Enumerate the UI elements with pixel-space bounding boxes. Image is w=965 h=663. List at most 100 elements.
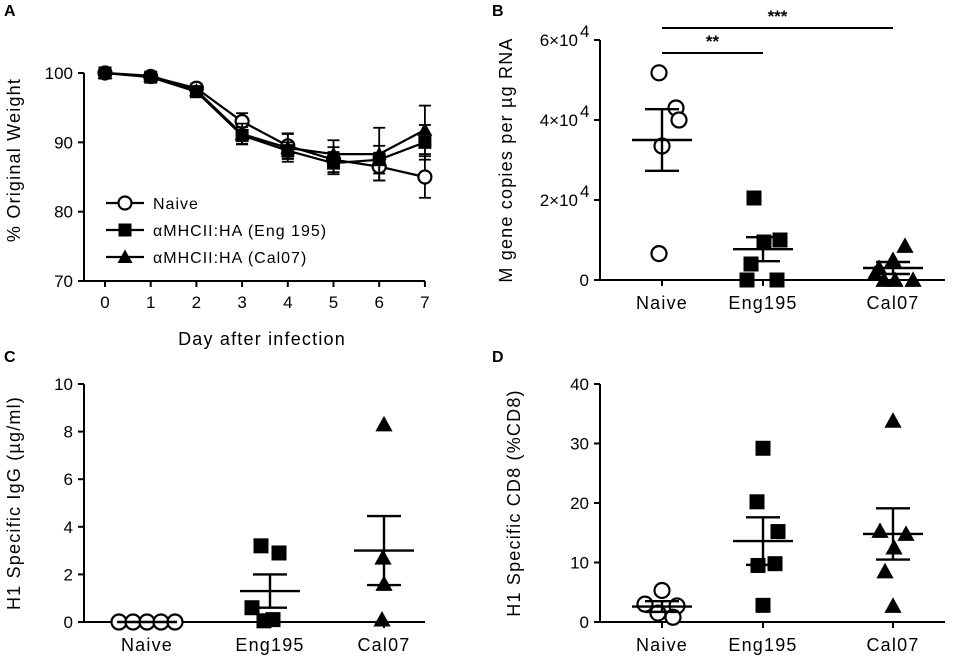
data-point <box>417 122 433 136</box>
y-tick-label: 6 <box>64 470 73 489</box>
y-tick-label: 10 <box>54 375 73 394</box>
group-naive <box>632 64 692 263</box>
data-point <box>143 68 159 82</box>
group-eng195 <box>240 538 300 629</box>
y-tick-label: 0 <box>64 613 73 632</box>
data-point <box>739 272 755 288</box>
y-tick-label: 40 <box>570 375 589 394</box>
panel-letter: C <box>4 349 16 366</box>
y-tick-exponent: 4 <box>580 182 589 201</box>
x-category-label: Cal07 <box>357 635 410 655</box>
group-cal07 <box>863 237 923 287</box>
data-point <box>886 271 904 287</box>
data-point <box>884 597 902 613</box>
data-point <box>772 232 788 248</box>
data-point <box>326 146 341 161</box>
series-0 <box>97 65 433 199</box>
x-category-label: Eng195 <box>728 635 797 655</box>
y-tick-label: 20 <box>570 494 589 513</box>
legend-label: Naive <box>153 196 199 213</box>
data-point <box>650 64 668 82</box>
y-tick-label: 0 <box>580 271 589 290</box>
series-2 <box>97 65 433 182</box>
x-tick-label: 7 <box>420 293 429 312</box>
data-point <box>244 600 260 616</box>
x-tick-label: 1 <box>146 293 155 312</box>
data-point <box>749 494 765 510</box>
data-point <box>371 146 387 161</box>
y-tick-label: 10 <box>570 554 589 573</box>
x-category-label: Eng195 <box>235 635 304 655</box>
panel-letter: D <box>492 349 504 366</box>
legend-label: αMHCII:HA (Cal07) <box>153 250 307 267</box>
data-point <box>746 190 762 206</box>
data-point <box>188 82 204 97</box>
x-tick-label: 4 <box>283 293 292 312</box>
data-point <box>271 545 287 561</box>
x-tick-label: 3 <box>237 293 246 312</box>
y-tick-label: 4×10 <box>540 111 578 130</box>
data-point <box>896 237 914 253</box>
y-tick-label: 2×10 <box>540 191 578 210</box>
data-point <box>417 169 433 185</box>
data-point <box>256 613 272 629</box>
x-category-label: Naive <box>636 293 688 313</box>
data-point <box>234 126 250 140</box>
data-point <box>280 140 296 154</box>
data-point <box>653 581 671 600</box>
data-point <box>743 256 759 272</box>
data-point <box>97 65 113 79</box>
y-tick-label: 4 <box>64 518 73 537</box>
data-point <box>373 610 391 627</box>
y-tick-label: 8 <box>64 423 73 442</box>
data-point <box>769 272 785 288</box>
data-point <box>650 245 668 263</box>
group-cal07 <box>863 412 923 613</box>
panel-a-weight-chart: A 70 80 90 100 0 1 2 3 4 5 6 7 Day after infection % O… <box>4 3 433 349</box>
data-point <box>871 522 889 538</box>
data-point <box>670 111 688 129</box>
data-point <box>884 412 902 428</box>
y-tick-exponent: 4 <box>580 102 589 121</box>
legend-marker <box>118 223 132 237</box>
data-point <box>755 597 771 613</box>
y-axis-title: % Original Weight <box>4 78 24 242</box>
x-category-label: Eng195 <box>728 293 797 313</box>
group-eng195 <box>733 440 793 613</box>
x-axis-title: Day after infection <box>178 329 346 349</box>
x-tick-label: 6 <box>374 293 383 312</box>
data-point <box>664 608 682 626</box>
y-tick-label: 70 <box>54 272 73 291</box>
y-tick-label: 90 <box>54 133 73 152</box>
panel-c-igg-chart: C 0 2 4 6 8 10 Naive Eng195 Cal07 H1 Specific IgG … <box>4 349 425 655</box>
legend-marker <box>117 195 133 211</box>
y-tick-label: 6×10 <box>540 31 578 50</box>
data-point <box>253 538 269 554</box>
y-tick-label: 0 <box>580 613 589 632</box>
y-axis-title: M gene copies per µg RNA <box>496 37 516 282</box>
group-naive <box>110 613 184 631</box>
group-cal07 <box>354 415 414 627</box>
x-tick-label: 0 <box>100 293 109 312</box>
data-point <box>375 415 393 432</box>
x-category-label: Naive <box>121 635 173 655</box>
panel-letter: B <box>492 3 504 20</box>
legend: Naive αMHCII:HA (Eng 195) αMHCII:HA (Cal07… <box>106 195 327 267</box>
data-point <box>866 265 884 281</box>
panel-d-cd8-chart: D 0 10 20 30 40 Naive Eng195 Cal07 H1 Specific CD… <box>492 349 945 655</box>
legend-marker <box>117 249 133 263</box>
data-point <box>770 524 786 540</box>
data-point <box>876 562 894 579</box>
y-tick-label: 30 <box>570 435 589 454</box>
group-naive <box>632 581 692 626</box>
x-category-label: Cal07 <box>866 293 919 313</box>
series-line <box>104 71 426 165</box>
y-tick-label: 80 <box>54 203 73 222</box>
significance-label: *** <box>768 7 788 26</box>
y-axis-title: H1 Specific IgG (µg/ml) <box>4 396 24 610</box>
legend-label: αMHCII:HA (Eng 195) <box>153 223 327 240</box>
y-axis-title: H1 Specific CD8 (%CD8) <box>504 389 524 616</box>
x-tick-label: 2 <box>192 293 201 312</box>
